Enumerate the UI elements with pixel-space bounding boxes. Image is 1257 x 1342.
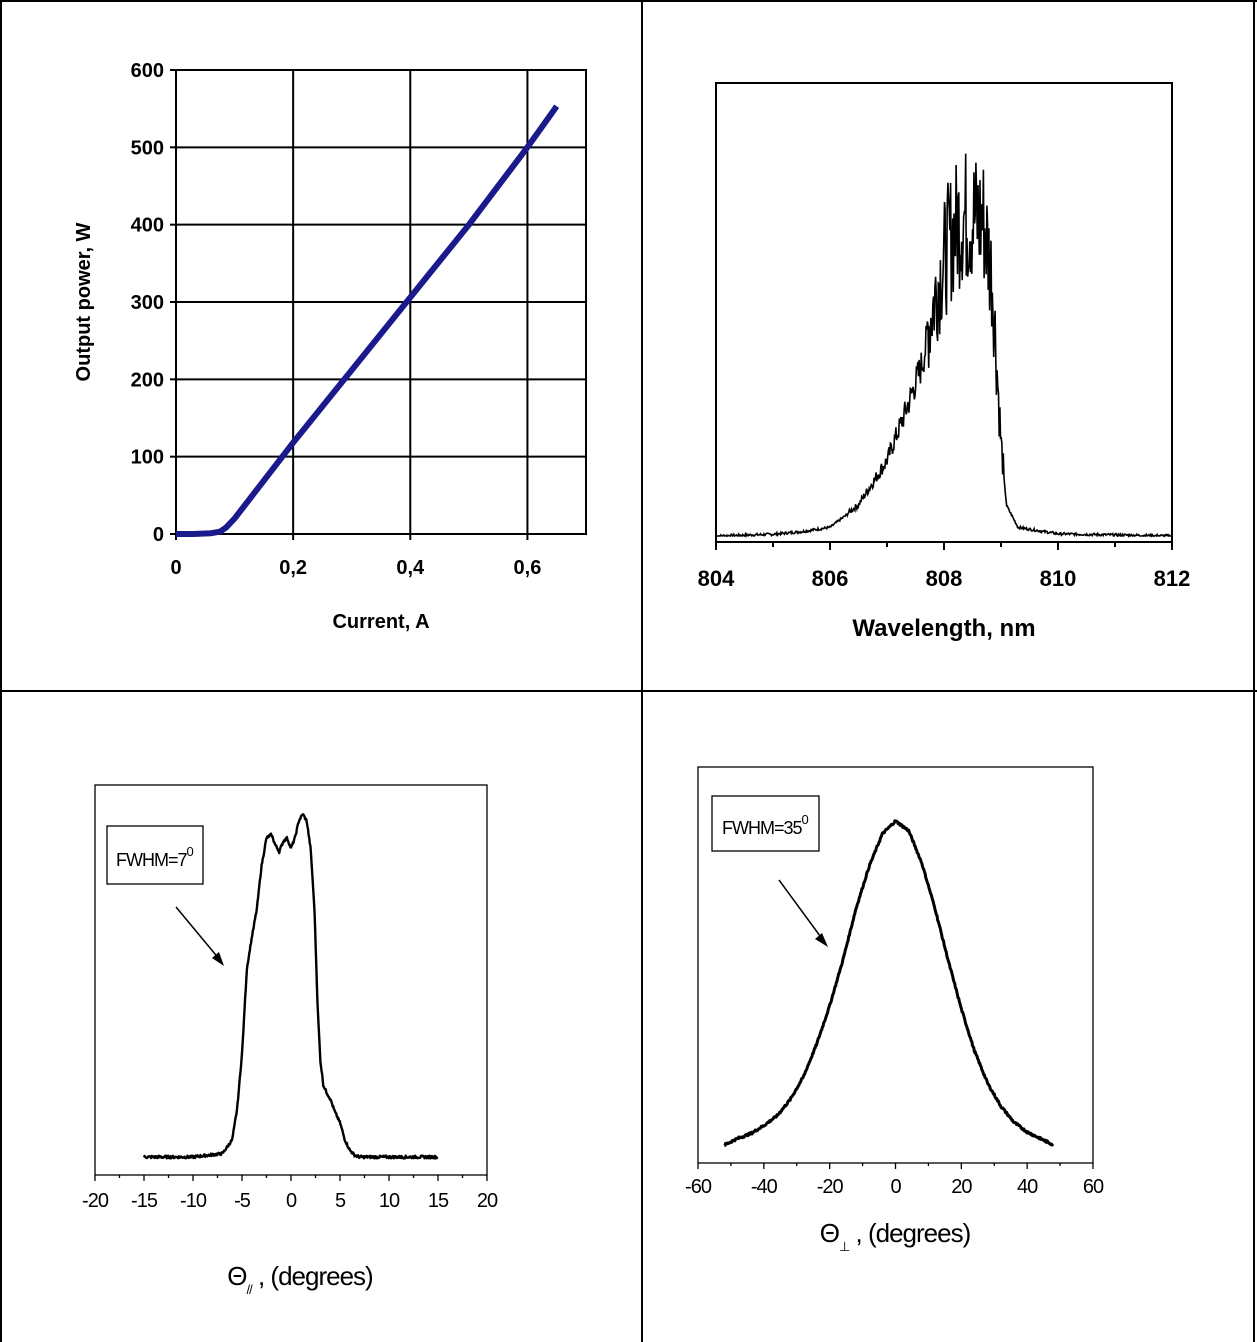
chart3-xtick-label: 15 <box>428 1190 449 1212</box>
chart4-xtick-label: 0 <box>890 1176 901 1198</box>
outer-border-top <box>0 0 1257 2</box>
chart1-ytick-label: 0 <box>153 524 164 546</box>
chart3-annotation-box <box>106 825 204 885</box>
chart2-xtick-label: 806 <box>812 566 849 591</box>
outer-border-left <box>0 0 2 1342</box>
chart4-xtick-label: -40 <box>751 1176 778 1198</box>
chart3-xtick-label: -5 <box>234 1190 251 1212</box>
chart4-xlabel-theta: Θ <box>820 1218 839 1248</box>
chart4-xlabel-sub: ⊥ <box>839 1239 850 1254</box>
chart1-ytick-label: 400 <box>131 215 164 237</box>
chart4-group: -60 -40 -20 0 20 40 60Θ⊥ , (degrees)FWHM=350 <box>685 766 1105 1254</box>
chart2-xtick-label: 810 <box>1040 566 1077 591</box>
chart4-annotation-text: FWHM=350 <box>722 812 809 838</box>
chart4-annotation-main: FWHM=35 <box>722 818 803 838</box>
middle-divider-horizontal <box>0 690 1257 692</box>
chart1-xtick-label: 0,2 <box>279 557 307 579</box>
chart3-xlabel-theta: Θ <box>227 1261 246 1291</box>
chart3-arrow-head <box>212 952 224 966</box>
chart2-xtick-label: 812 <box>1154 566 1191 591</box>
chart1-ylabel: Output power, W <box>73 222 95 381</box>
chart3-xlabel-rest: , (degrees) <box>252 1261 373 1291</box>
chart3-xtick-label: 20 <box>477 1190 498 1212</box>
chart3-xtick-label: -10 <box>180 1190 207 1212</box>
chart3-xtick-label: 5 <box>335 1190 346 1212</box>
chart2-xtick-label: 804 <box>698 566 735 591</box>
chart1-xtick-label: 0,4 <box>396 557 425 579</box>
chart3-xlabel-sub: // <box>247 1282 254 1297</box>
chart4-xlabel-rest: , (degrees) <box>849 1218 970 1248</box>
chart4-xtick-label: -60 <box>685 1176 712 1198</box>
chart2-group: 804 806 808 810 812 Wavelength, nm <box>698 82 1191 642</box>
chart4-xtick-label: 40 <box>1017 1176 1038 1198</box>
chart1-ytick-label: 500 <box>131 137 164 159</box>
chart1-ytick-label: 200 <box>131 369 164 391</box>
chart3-annotation-text: FWHM=70 <box>116 844 194 870</box>
chart3-xtick-label: 0 <box>286 1190 297 1212</box>
chart4-arrow-line <box>778 879 824 941</box>
chart4-xlabel: Θ⊥ , (degrees) <box>820 1218 971 1254</box>
chart4-annotation-box <box>711 795 820 852</box>
chart1-xlabel: Current, A <box>332 611 429 633</box>
chart2-series-line <box>715 153 1172 538</box>
chart4-xtick-label: -20 <box>817 1176 844 1198</box>
chart2-xlabel: Wavelength, nm <box>852 615 1035 642</box>
chart1-ytick-label: 100 <box>131 447 164 469</box>
chart4-series-line <box>723 819 1055 1147</box>
chart4-xtick-label: 60 <box>1083 1176 1104 1198</box>
chart1-xtick-label: 0,6 <box>514 557 542 579</box>
chart1-ytick-label: 300 <box>131 292 164 314</box>
chart3-xlabel: Θ// , (degrees) <box>227 1261 373 1297</box>
chart4-arrow-head <box>815 933 828 947</box>
chart4-xtick-label: 20 <box>951 1176 972 1198</box>
chart3-series-line <box>142 813 439 1160</box>
chart3-arrow-line <box>175 906 221 961</box>
chart3-xtick-label: 10 <box>379 1190 400 1212</box>
chart1-series-line <box>176 104 560 537</box>
chart1-xtick-label: 0 <box>170 557 181 579</box>
outer-border-right <box>1253 0 1255 1342</box>
chart1-ytick-label: 600 <box>131 60 164 82</box>
chart3-xtick-label: -20 <box>82 1190 109 1212</box>
chart4-annotation-sup: 0 <box>802 812 809 827</box>
chart2-plot-frame <box>715 82 1173 543</box>
chart3-annotation-main: FWHM=7 <box>116 850 187 870</box>
chart3-group: -20 -15 -10 -5 0 5 10 15 20 Θ// , (degrees) FWHM=7… <box>82 784 499 1297</box>
chart2-xtick-label: 808 <box>926 566 963 591</box>
chart3-xtick-label: -15 <box>131 1190 158 1212</box>
chart3-annotation-sup: 0 <box>187 844 194 859</box>
middle-divider-vertical <box>641 0 643 1342</box>
chart1-group: 0 100 200 300 400 500 600 0 0,2 0,4 0,6 Current, A O… <box>73 60 587 633</box>
